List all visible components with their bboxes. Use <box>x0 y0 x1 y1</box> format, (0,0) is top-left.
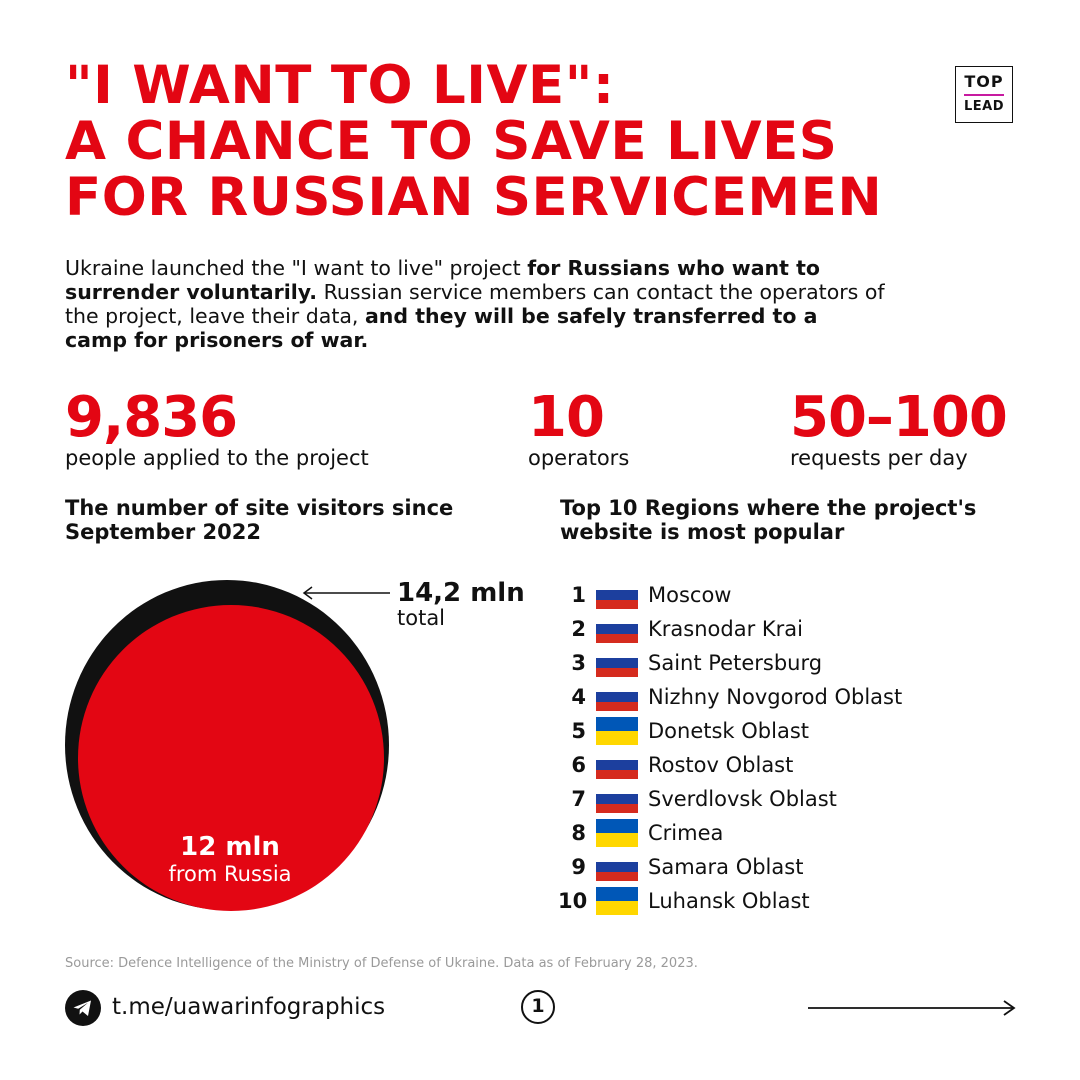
region-rank: 6 <box>571 753 586 777</box>
russia-visitors-caption: from Russia <box>168 862 292 886</box>
region-name: Nizhny Novgorod Oblast <box>648 685 903 709</box>
logo-top-text: TOP <box>964 72 1004 91</box>
russia-flag-icon <box>596 649 638 677</box>
russia-flag-icon <box>596 751 638 779</box>
russia-visitors-value: 12 mln <box>180 832 280 862</box>
title-line: FOR RUSSIAN SERVICEMEN <box>65 167 883 228</box>
region-name: Donetsk Oblast <box>648 719 809 743</box>
region-rank: 1 <box>571 583 586 607</box>
source-note: Source: Defence Intelligence of the Mini… <box>65 956 698 971</box>
page-title: "I WANT TO LIVE": A CHANCE TO SAVE LIVES… <box>65 58 945 226</box>
intro-text: Russian service members can contact the … <box>65 280 885 328</box>
region-name: Sverdlovsk Oblast <box>648 787 837 811</box>
pointer-arrow-icon <box>302 586 390 600</box>
region-rank: 10 <box>558 889 588 913</box>
telegram-link[interactable]: t.me/uawarinfographics <box>112 994 386 1020</box>
total-visitors-caption: total <box>397 606 446 630</box>
arrow-right-icon[interactable] <box>806 998 1018 1018</box>
stat-value: 10 <box>528 385 605 450</box>
region-name: Moscow <box>648 583 732 607</box>
region-rank: 7 <box>571 787 586 811</box>
intro-bold-text: and they will be safely transferred to a… <box>65 304 818 352</box>
region-name: Samara Oblast <box>648 855 804 879</box>
stat-caption: people applied to the project <box>65 446 369 470</box>
stat-caption: requests per day <box>790 446 968 470</box>
region-name: Luhansk Oblast <box>648 889 810 913</box>
russia-flag-icon <box>596 853 638 881</box>
logo-divider <box>964 94 1004 96</box>
russia-flag-icon <box>596 785 638 813</box>
russia-visitors-circle <box>78 605 384 911</box>
stat-applicants: 9,836 people applied to the project <box>65 385 369 471</box>
region-name: Crimea <box>648 821 724 845</box>
stat-requests: 50–100 requests per day <box>790 385 1008 471</box>
total-visitors-label: 14,2 mln total <box>397 578 525 630</box>
stat-value: 9,836 <box>65 385 238 450</box>
stat-value: 50–100 <box>790 385 1008 450</box>
logo-bottom-text: LEAD <box>963 98 1005 114</box>
region-rank: 8 <box>571 821 586 845</box>
ukraine-flag-icon <box>596 717 638 745</box>
ukraine-flag-icon <box>596 887 638 915</box>
title-line: "I WANT TO LIVE": <box>65 55 615 116</box>
total-visitors-value: 14,2 mln <box>397 578 525 608</box>
intro-paragraph: Ukraine launched the "I want to live" pr… <box>65 256 885 352</box>
stat-caption: operators <box>528 446 630 470</box>
region-rank: 9 <box>571 855 586 879</box>
region-rank: 5 <box>571 719 586 743</box>
title-line: A CHANCE TO SAVE LIVES <box>65 111 838 172</box>
regions-heading: Top 10 Regions where the project's websi… <box>560 496 977 544</box>
russia-flag-icon <box>596 615 638 643</box>
russia-visitors-label: 12 mln from Russia <box>130 832 330 886</box>
region-rank: 4 <box>571 685 586 709</box>
russia-flag-icon <box>596 581 638 609</box>
stat-operators: 10 operators <box>528 385 630 471</box>
region-rank: 2 <box>571 617 586 641</box>
region-name: Saint Petersburg <box>648 651 823 675</box>
intro-text: Ukraine launched the "I want to live" pr… <box>65 256 528 280</box>
telegram-icon[interactable] <box>65 990 101 1026</box>
ukraine-flag-icon <box>596 819 638 847</box>
region-rank: 3 <box>571 651 586 675</box>
russia-flag-icon <box>596 683 638 711</box>
page-number-badge: 1 <box>521 990 555 1024</box>
visitors-heading: The number of site visitors since Septem… <box>65 496 454 544</box>
region-name: Rostov Oblast <box>648 753 794 777</box>
intro-bold-text: for Russians who want to surrender volun… <box>65 256 820 304</box>
region-name: Krasnodar Krai <box>648 617 803 641</box>
toplead-logo: TOP LEAD <box>955 66 1013 123</box>
